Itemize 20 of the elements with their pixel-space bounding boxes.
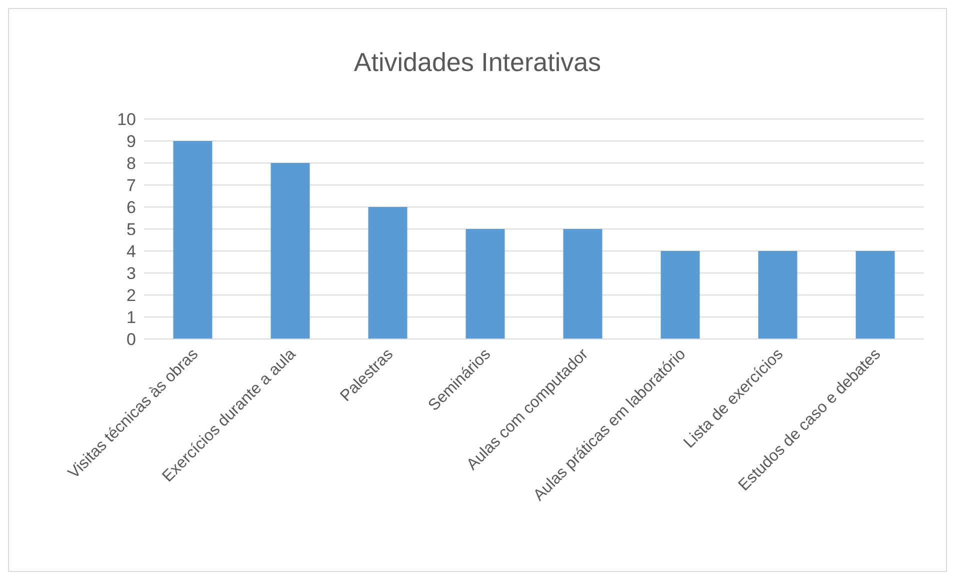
y-tick-label: 0	[126, 330, 136, 350]
bar	[270, 163, 310, 339]
y-tick-label: 7	[126, 176, 136, 196]
y-tick-label: 4	[126, 242, 136, 262]
bar	[660, 251, 700, 339]
bar	[173, 141, 212, 339]
y-tick-label: 2	[126, 286, 136, 306]
bar	[368, 207, 408, 339]
y-tick-label: 5	[126, 220, 136, 240]
y-tick-label: 10	[117, 110, 136, 130]
chart-title: Atividades Interativas	[352, 47, 602, 78]
y-tick-label: 1	[126, 308, 136, 328]
bar	[563, 229, 602, 339]
y-tick-label: 6	[126, 198, 136, 218]
bar	[466, 229, 505, 339]
y-tick-label: 3	[126, 264, 136, 284]
bar	[856, 251, 895, 339]
y-tick-label: 9	[126, 132, 136, 152]
bar	[758, 251, 798, 339]
y-tick-label: 8	[126, 154, 136, 174]
